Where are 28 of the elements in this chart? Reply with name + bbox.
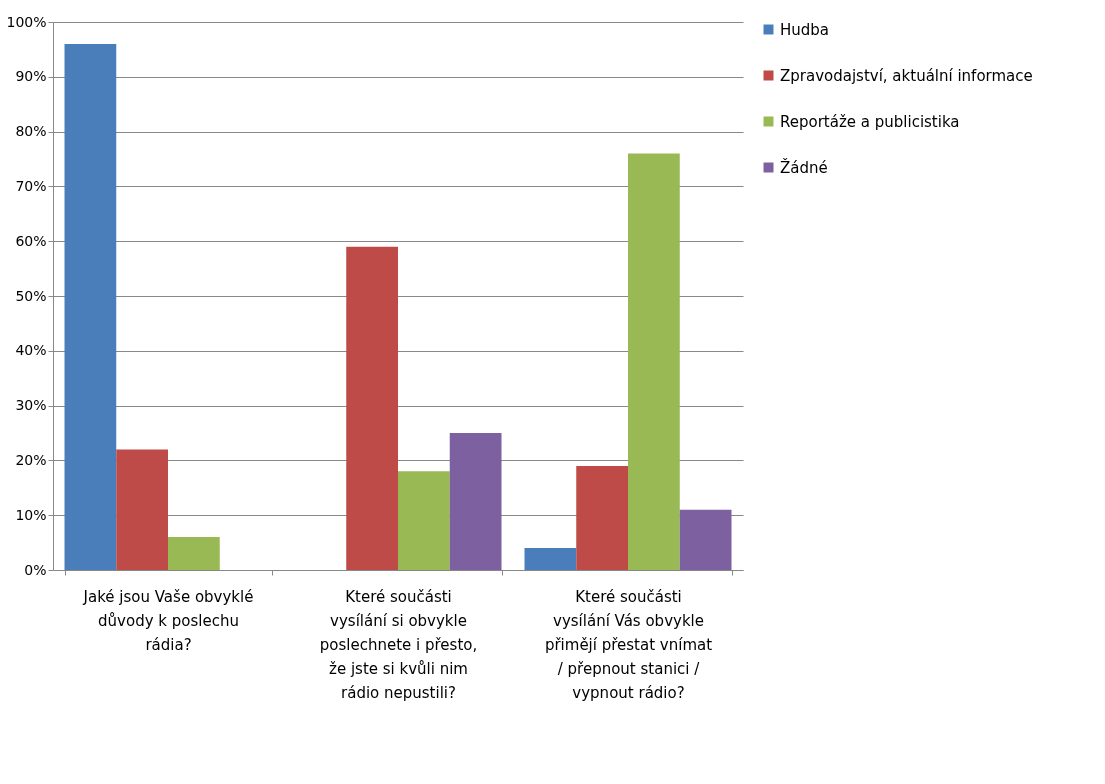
bar <box>576 465 628 570</box>
bar <box>679 509 732 570</box>
bar <box>64 43 117 570</box>
legend-label: Reportáže a publicistika <box>780 112 960 131</box>
x-tick-label: Které součásti vysílání Vás obvykle přimějí přestat vnímat / přepnout stanici / vypnout rádio? <box>544 587 713 702</box>
y-tick-label: 80% <box>15 123 47 140</box>
x-tick-label: Které součásti vysílání si obvykle poslechnete i přesto, že jste si kvůli nim rádio nepustili? <box>319 587 478 702</box>
y-tick-label: 50% <box>15 287 47 304</box>
legend-label: Zpravodajství, aktuální informace <box>780 66 1033 85</box>
y-tick-label: 40% <box>15 342 47 359</box>
y-tick-label: 70% <box>15 177 47 194</box>
bar <box>116 449 168 570</box>
y-tick-label: 10% <box>15 506 47 523</box>
bar <box>628 153 680 570</box>
bar <box>524 548 577 570</box>
y-tick-label: 0% <box>24 561 47 578</box>
y-tick-label: 90% <box>15 68 47 85</box>
y-tick-label: 100% <box>6 13 47 30</box>
bar <box>398 471 450 570</box>
legend-label: Žádné <box>780 157 828 177</box>
bar <box>168 537 220 570</box>
bar <box>346 246 398 570</box>
y-tick-label: 60% <box>15 232 47 249</box>
y-tick-label: 20% <box>15 451 47 468</box>
x-tick-label: Jaké jsou Vaše obvyklé důvody k poslechu rádia? <box>82 587 254 654</box>
legend-label: Hudba <box>780 20 830 39</box>
bar <box>449 433 502 570</box>
y-tick-label: 30% <box>15 397 47 414</box>
